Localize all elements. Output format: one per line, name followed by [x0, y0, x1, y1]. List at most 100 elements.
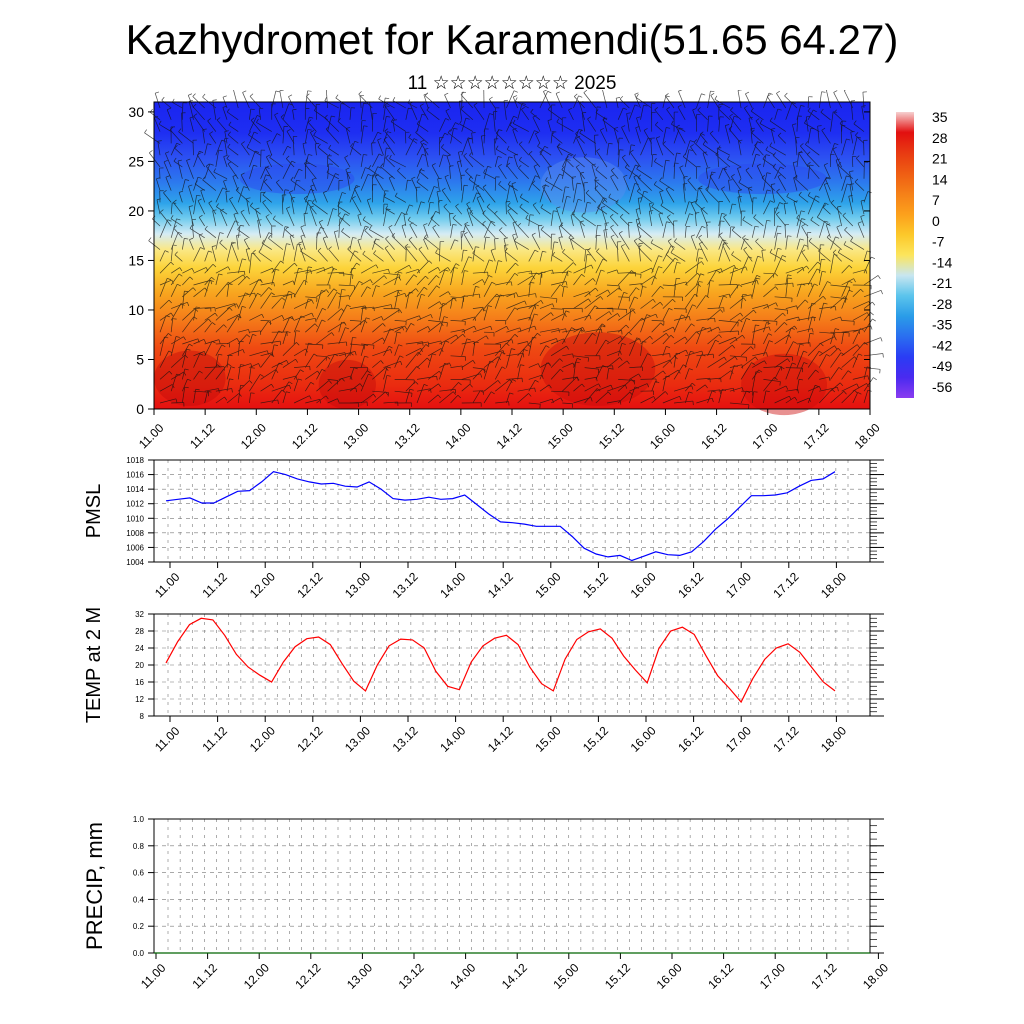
wind-barb: [293, 330, 297, 345]
wind-barb-tick: [701, 350, 704, 355]
y-tick-label: 1016: [126, 471, 144, 480]
wind-barb-tick: [447, 267, 451, 271]
wind-barb: [861, 106, 865, 120]
wind-barb: [204, 250, 209, 262]
wind-barb: [383, 147, 387, 168]
wind-barb: [215, 396, 225, 404]
wind-barb: [718, 295, 724, 309]
wind-barb: [182, 308, 196, 321]
wind-barb: [226, 378, 230, 392]
wind-barb: [416, 123, 429, 132]
wind-barb-tick: [530, 317, 532, 322]
wind-barb-tick: [336, 292, 341, 295]
y-tick-label: 5: [136, 351, 144, 367]
wind-barb: [362, 253, 373, 262]
wind-barb-tick: [199, 370, 203, 374]
wind-barb: [517, 293, 536, 298]
wind-barb-tick: [246, 275, 250, 280]
wind-barb: [350, 146, 362, 156]
wind-barb-tick: [594, 176, 598, 181]
wind-barb: [506, 334, 516, 345]
wind-barb: [159, 315, 167, 333]
wind-barb-tick: [796, 305, 798, 310]
wind-barb: [518, 167, 530, 180]
wind-barb: [528, 380, 536, 392]
wind-barb-tick: [478, 294, 481, 299]
wind-barb-tick: [785, 385, 789, 390]
wind-barb-tick: [363, 125, 368, 127]
wind-barb: [718, 213, 723, 227]
wind-barb-tick: [524, 300, 527, 305]
wind-barb-tick: [616, 269, 619, 274]
wind-barb-tick: [373, 250, 377, 254]
wind-barb-tick: [651, 203, 655, 207]
wind-barb: [562, 353, 573, 357]
wind-barb: [517, 270, 532, 274]
wind-barb-tick: [418, 168, 423, 172]
wind-barb: [304, 117, 310, 132]
wind-barb: [495, 293, 515, 298]
wind-barb-tick: [277, 399, 279, 404]
wind-barb: [360, 225, 366, 238]
wind-barb: [483, 275, 490, 286]
x-tick-label: 13.12: [390, 569, 421, 600]
wind-barb: [718, 344, 733, 357]
wind-barb-tick: [793, 341, 797, 344]
wind-barb: [170, 354, 186, 368]
wind-barb: [408, 239, 418, 250]
wind-barb: [441, 147, 451, 156]
wind-barb: [405, 323, 412, 333]
wind-barb-tick: [460, 105, 464, 110]
wind-barb: [640, 286, 643, 297]
wind-barb: [409, 103, 418, 120]
wind-barb: [327, 379, 338, 381]
wind-barb-tick: [801, 249, 806, 253]
wind-barb-tick: [777, 232, 782, 235]
wind-barb-tick: [396, 331, 401, 334]
wind-barb-tick: [660, 301, 663, 306]
wind-barb: [587, 250, 597, 262]
x-tick-label: 14.00: [437, 569, 468, 600]
wind-barb-tick: [246, 197, 251, 199]
y-tick-label: 16: [135, 678, 144, 687]
wind-barb-tick: [212, 209, 217, 212]
wind-barb-tick: [517, 222, 522, 227]
wind-barb-tick: [491, 391, 495, 395]
wind-barb-tick: [383, 193, 387, 198]
wind-barb: [856, 158, 865, 168]
wind-barb-tick: [444, 269, 449, 272]
wind-barb-tick: [155, 91, 160, 94]
wind-barb: [818, 220, 825, 238]
wind-barb-tick: [830, 199, 835, 204]
wind-barb-tick: [503, 237, 509, 239]
wind-barb-tick: [542, 250, 547, 253]
wind-barb: [472, 279, 483, 286]
wind-barb: [428, 348, 442, 357]
wind-barb-tick: [359, 383, 363, 387]
wind-barb-tick: [806, 265, 810, 270]
wind-barb-tick: [745, 91, 750, 95]
wind-barb-tick: [728, 126, 733, 130]
wind-barb: [576, 137, 585, 156]
wind-barb-tick: [495, 145, 499, 150]
wind-barb: [707, 115, 709, 132]
wind-barb-tick: [335, 94, 339, 99]
wind-barb-tick: [532, 180, 536, 184]
wind-barb-tick: [822, 204, 827, 208]
wind-barb-tick: [589, 315, 592, 320]
wind-barb: [705, 168, 708, 179]
wind-barb: [573, 274, 582, 286]
wind-barb: [696, 295, 707, 309]
wind-barb: [796, 350, 804, 368]
wind-barb: [461, 316, 475, 321]
wind-barb-tick: [774, 377, 778, 381]
wind-barb: [503, 100, 507, 120]
wind-barb-tick: [848, 280, 853, 283]
wind-barb-tick: [743, 297, 747, 302]
wind-barb-tick: [189, 343, 193, 347]
wind-barb: [751, 154, 757, 168]
wind-barb: [774, 358, 788, 368]
wind-barb-tick: [390, 118, 394, 122]
wind-barb: [294, 269, 311, 274]
wind-barb: [796, 328, 813, 333]
